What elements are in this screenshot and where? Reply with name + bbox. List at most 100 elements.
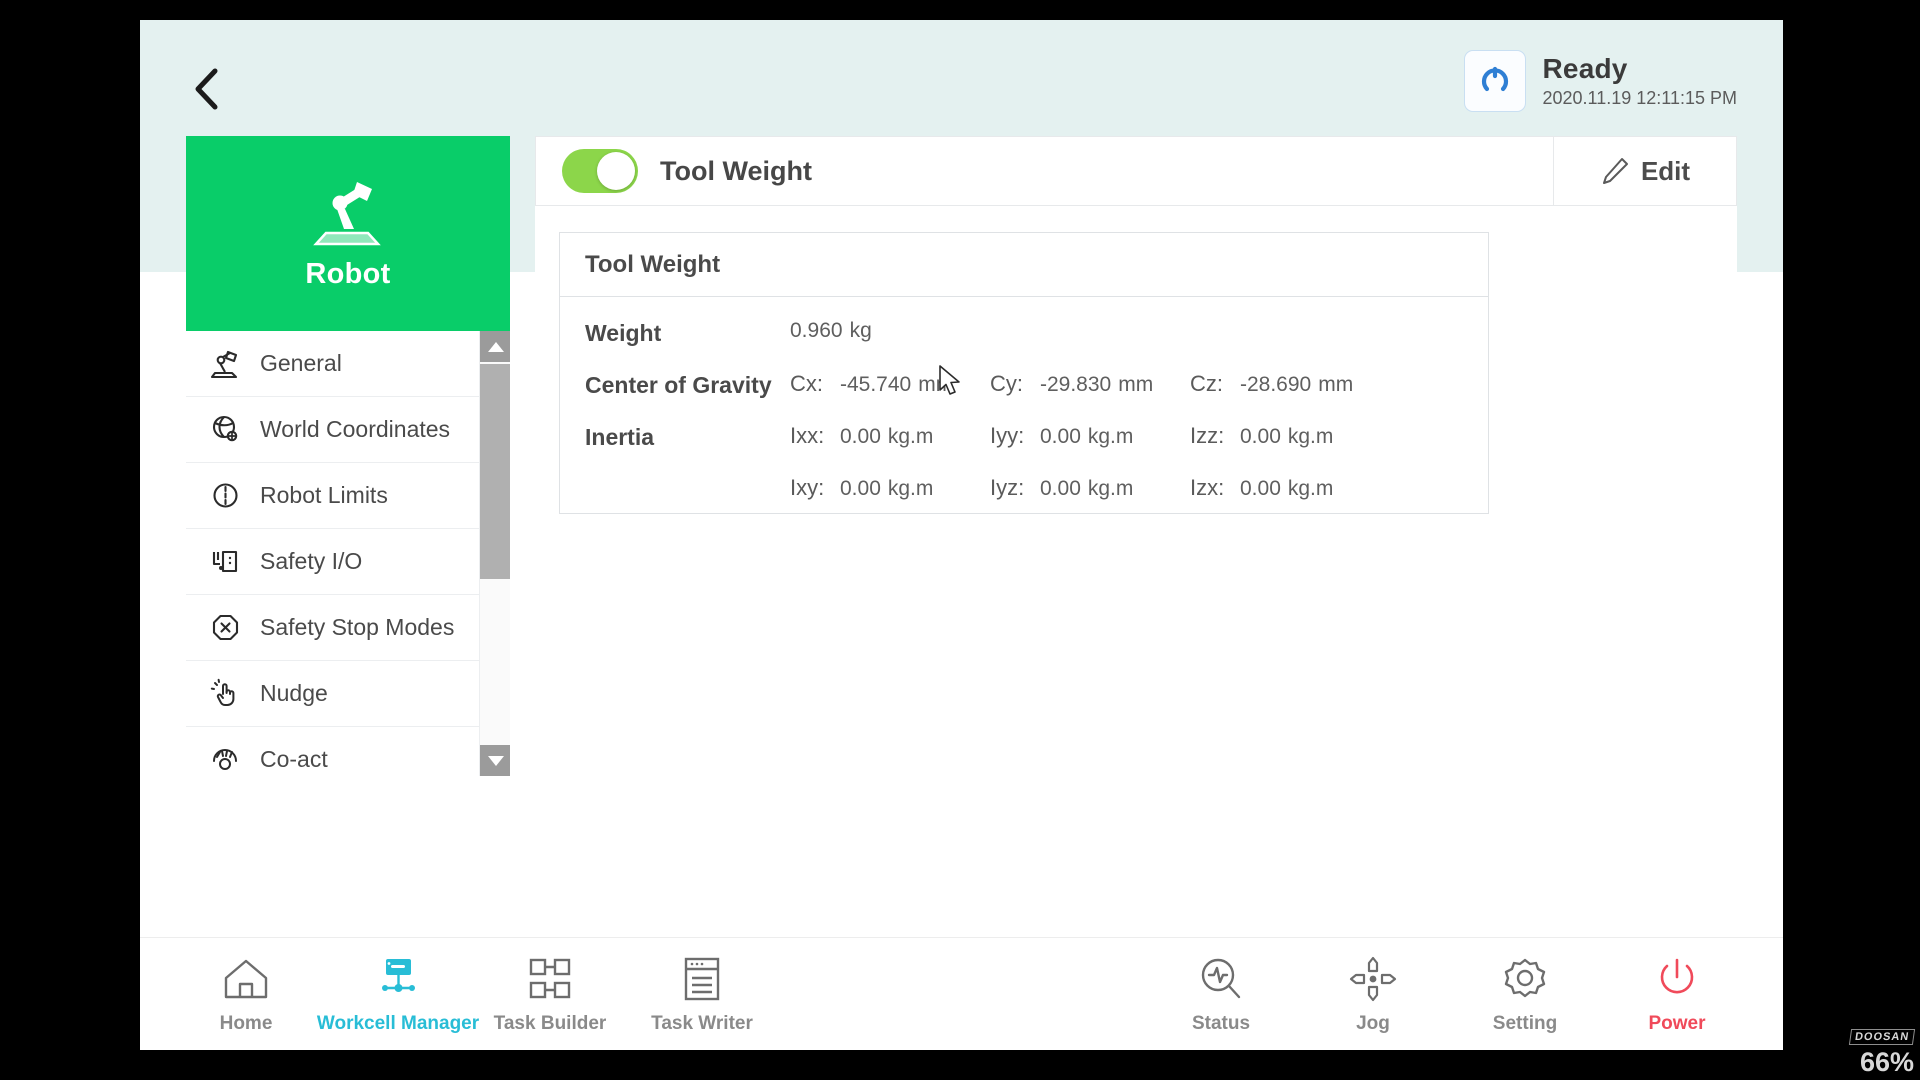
sidebar-item-label: Safety Stop Modes [260, 614, 455, 640]
cog-unit-cx: mm [918, 373, 954, 396]
nav-item-home[interactable]: Home [170, 938, 322, 1050]
weight-field: 0.960 kg [790, 319, 872, 343]
inertia-value-ixy: 0.00 [840, 477, 881, 500]
chevron-left-icon [195, 68, 218, 110]
inertia-field-iyz: Iyz: 0.00 kg.m [990, 475, 1190, 501]
safety-io-icon [208, 545, 242, 579]
teach-pendant-screen: Ready 2020.11.19 12:11:15 PM Robot [140, 20, 1783, 1050]
weight-value: 0.960 [790, 319, 843, 342]
sidebar-item-co-act[interactable]: Co-act [186, 727, 510, 776]
nav-item-jog[interactable]: Jog [1297, 938, 1449, 1050]
inertia-value-ixx: 0.00 [840, 425, 881, 448]
sidebar-item-safety-stop-modes[interactable]: Safety Stop Modes [186, 595, 510, 661]
cog-key-cz: Cz: [1190, 371, 1223, 396]
inertia-label: Inertia [585, 424, 655, 450]
sidebar-item-world-coordinates[interactable]: World Coordinates [186, 397, 510, 463]
inertia-unit-ixy: kg.m [887, 477, 934, 500]
robot-status-icon [1481, 66, 1508, 92]
robot-arm-small-icon [208, 347, 242, 381]
sidebar-item-label: General [260, 350, 342, 376]
sidebar-item-robot-limits[interactable]: Robot Limits [186, 463, 510, 529]
center-of-gravity-row: Center of Gravity Cx: -45.740 mm Cy: -29… [585, 371, 1488, 399]
scrollbar-thumb[interactable] [480, 364, 510, 579]
inertia-unit-ixx: kg.m [887, 425, 934, 448]
inertia-key-iyy: Iyy: [990, 423, 1025, 448]
nav-item-workcell-manager[interactable]: Workcell Manager [317, 938, 479, 1050]
jog-dpad-icon [1349, 954, 1397, 1004]
scroll-up-button[interactable] [480, 331, 510, 362]
home-icon [222, 954, 270, 1004]
nav-label: Setting [1492, 1013, 1558, 1034]
cog-key-cx: Cx: [790, 371, 823, 396]
cog-unit-cz: mm [1318, 373, 1354, 396]
inertia-field-ixy: Ixy: 0.00 kg.m [790, 475, 990, 501]
workcell-icon [374, 954, 422, 1004]
tool-weight-toggle[interactable] [562, 149, 638, 193]
hand-tap-icon [208, 677, 242, 711]
nav-item-task-builder[interactable]: Task Builder [474, 938, 626, 1050]
nav-label: Power [1648, 1013, 1706, 1034]
nav-label: Task Builder [493, 1013, 607, 1034]
robot-card[interactable]: Robot [186, 136, 510, 331]
stop-octagon-icon [208, 611, 242, 645]
cog-value-cy: -29.830 [1040, 373, 1112, 396]
panel-header: Tool Weight Edit [535, 136, 1737, 206]
center-of-gravity-label: Center of Gravity [585, 372, 772, 398]
tool-weight-card-header: Tool Weight [560, 233, 1488, 297]
task-writer-icon [678, 954, 726, 1004]
scroll-down-button[interactable] [480, 745, 510, 776]
gear-icon [1501, 954, 1549, 1004]
status-icon-box[interactable] [1463, 50, 1526, 112]
nav-item-setting[interactable]: Setting [1449, 938, 1601, 1050]
sidebar-item-label: Robot Limits [260, 482, 388, 508]
inertia-key-ixy: Ixy: [790, 475, 825, 500]
weight-label: Weight [585, 320, 662, 346]
tool-weight-card-title: Tool Weight [585, 250, 721, 278]
inertia-field-izz: Izz: 0.00 kg.m [1190, 423, 1390, 449]
robot-card-label: Robot [305, 258, 391, 290]
main-content: Tool Weight Edit Tool Weight Weight [535, 136, 1737, 808]
zoom-level: 66% [1859, 1047, 1914, 1077]
corner-overlay: DOOSAN 66% [1848, 1027, 1916, 1078]
status-cluster[interactable]: Ready 2020.11.19 12:11:15 PM [1463, 50, 1737, 112]
globe-axis-icon [208, 413, 242, 447]
sidebar-item-nudge[interactable]: Nudge [186, 661, 510, 727]
inertia-value-iyy: 0.00 [1040, 425, 1081, 448]
inertia-key-iyz: Iyz: [990, 475, 1025, 500]
cog-value-cx: -45.740 [840, 373, 912, 396]
weight-row: Weight 0.960 kg [585, 319, 1488, 347]
inertia-field-izx: Izx: 0.00 kg.m [1190, 475, 1390, 501]
inertia-unit-izz: kg.m [1287, 425, 1334, 448]
weight-unit: kg [849, 319, 872, 342]
sidebar-item-label: Nudge [260, 680, 328, 706]
sidebar-item-safety-io[interactable]: Safety I/O [186, 529, 510, 595]
inertia-field-iyy: Iyy: 0.00 kg.m [990, 423, 1190, 449]
triangle-up-icon [487, 341, 504, 352]
status-label: Ready [1542, 53, 1628, 85]
sidebar-menu: General [186, 331, 510, 776]
edit-button[interactable]: Edit [1553, 137, 1736, 205]
back-button[interactable] [180, 62, 234, 116]
inertia-row-1: Inertia Ixx: 0.00 kg.m Iyy: 0.00 kg.m [585, 423, 1488, 451]
nav-item-task-writer[interactable]: Task Writer [626, 938, 778, 1050]
inertia-value-iyz: 0.00 [1040, 477, 1081, 500]
inertia-unit-iyy: kg.m [1087, 425, 1134, 448]
panel-title: Tool Weight [660, 155, 812, 186]
power-icon [1653, 954, 1701, 1004]
nav-label: Status [1191, 1013, 1251, 1034]
robot-arm-icon [313, 182, 381, 246]
cog-key-cy: Cy: [990, 371, 1023, 396]
tool-weight-card: Tool Weight Weight 0.960 kg Center of Gr… [559, 232, 1489, 514]
nav-item-power[interactable]: Power [1601, 938, 1753, 1050]
limits-circle-icon [208, 479, 242, 513]
sidebar-item-general[interactable]: General [186, 331, 510, 397]
nav-item-status[interactable]: Status [1145, 938, 1297, 1050]
doosan-logo: DOOSAN [1848, 1029, 1916, 1045]
sidebar-scrollbar[interactable] [479, 331, 510, 776]
status-timestamp: 2020.11.19 12:11:15 PM [1542, 88, 1737, 109]
inertia-unit-izx: kg.m [1287, 477, 1334, 500]
sidebar-item-label: Co-act [260, 746, 328, 772]
cog-field-cy: Cy: -29.830 mm [990, 371, 1190, 397]
toggle-knob [597, 152, 635, 190]
sidebar-item-label: Safety I/O [260, 548, 363, 574]
